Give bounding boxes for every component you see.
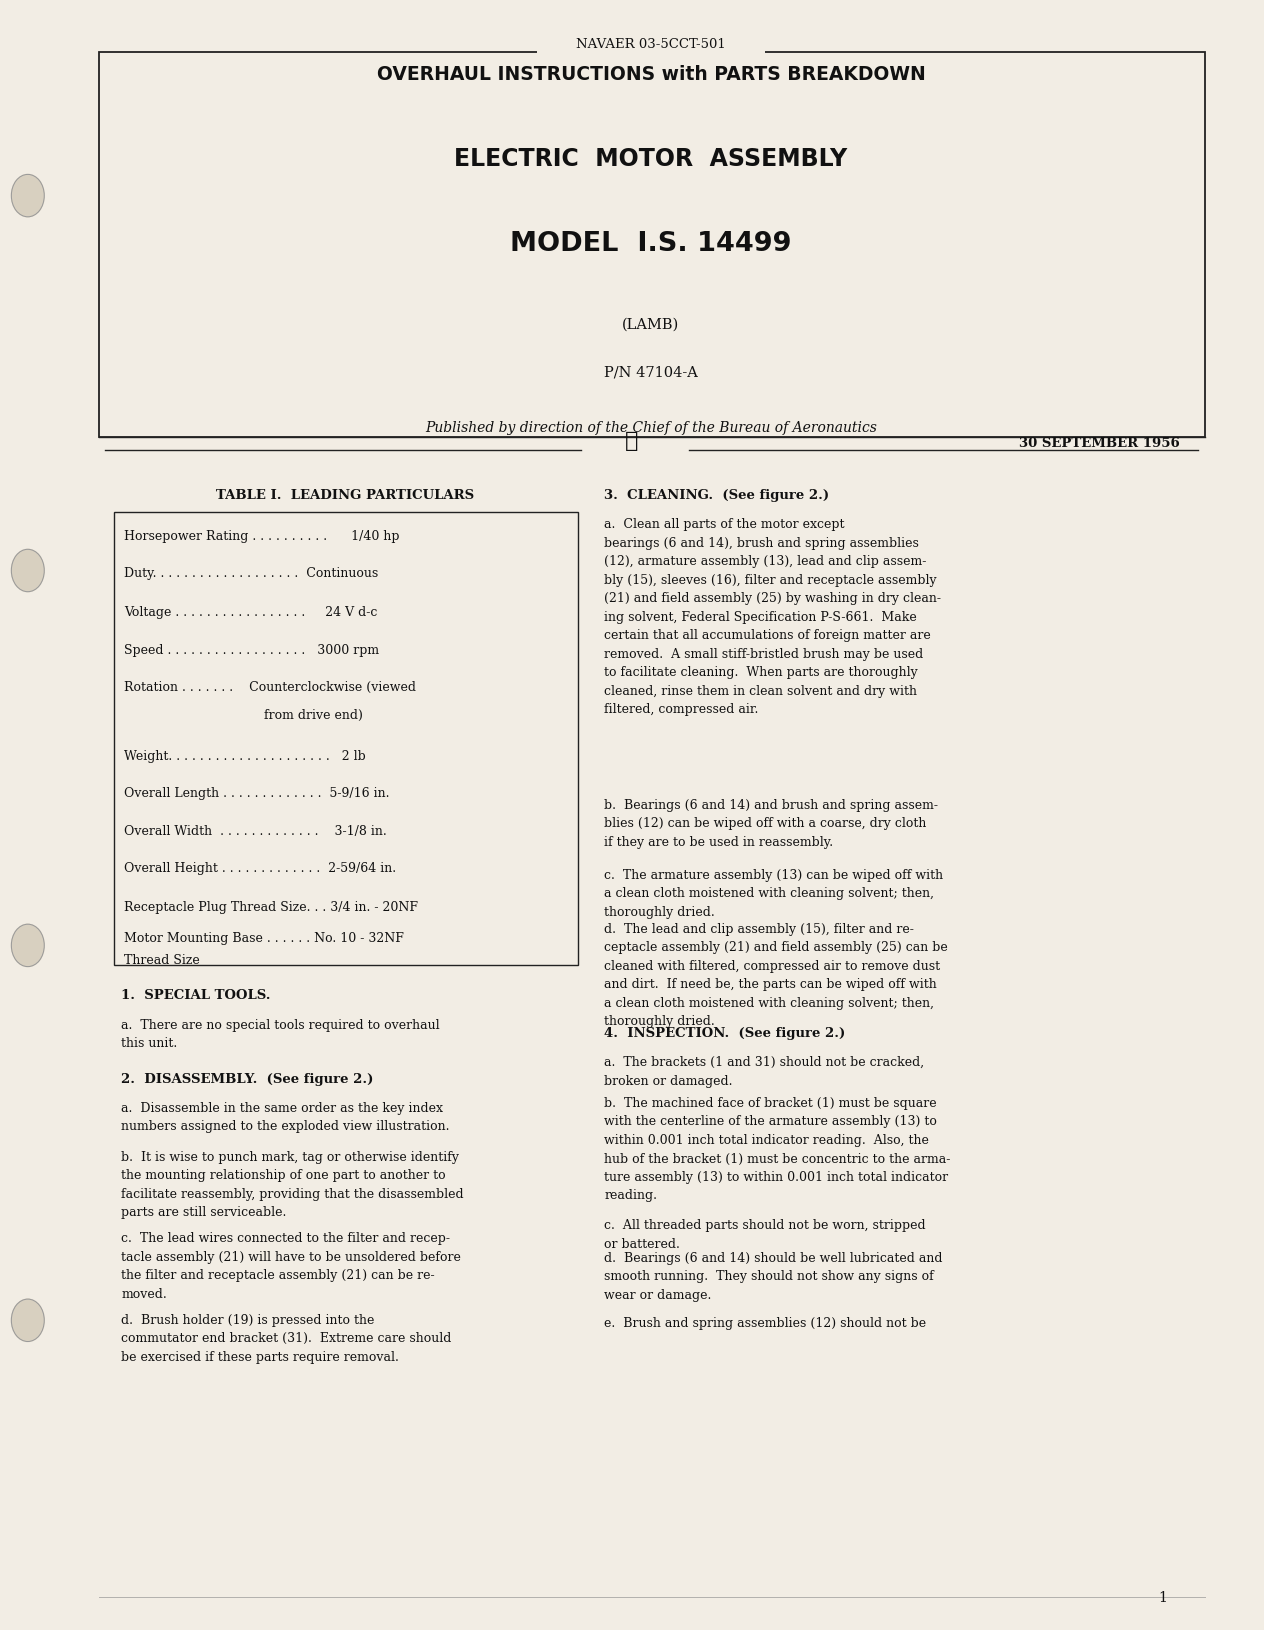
Circle shape xyxy=(11,549,44,592)
Text: from drive end): from drive end) xyxy=(124,709,363,722)
Text: b.  The machined face of bracket (1) must be square
with the centerline of the a: b. The machined face of bracket (1) must… xyxy=(604,1097,951,1203)
Text: Published by direction of the Chief of the Bureau of Aeronautics: Published by direction of the Chief of t… xyxy=(425,421,877,435)
Text: NAVAER 03-5CCT-501: NAVAER 03-5CCT-501 xyxy=(576,37,726,51)
Text: e.  Brush and spring assemblies (12) should not be: e. Brush and spring assemblies (12) shou… xyxy=(604,1317,927,1330)
Text: Receptacle Plug Thread Size. . . 3/4 in. - 20NF: Receptacle Plug Thread Size. . . 3/4 in.… xyxy=(124,901,418,914)
Text: Motor Mounting Base . . . . . . No. 10 - 32NF: Motor Mounting Base . . . . . . No. 10 -… xyxy=(124,932,403,945)
Text: Voltage . . . . . . . . . . . . . . . . .     24 V d-c: Voltage . . . . . . . . . . . . . . . . … xyxy=(124,606,377,619)
Text: Weight. . . . . . . . . . . . . . . . . . . . .   2 lb: Weight. . . . . . . . . . . . . . . . . … xyxy=(124,750,365,763)
Text: a.  There are no special tools required to overhaul
this unit.: a. There are no special tools required t… xyxy=(121,1019,440,1050)
Text: c.  The lead wires connected to the filter and recep-
tacle assembly (21) will h: c. The lead wires connected to the filte… xyxy=(121,1232,461,1301)
Text: c.  The armature assembly (13) can be wiped off with
a clean cloth moistened wit: c. The armature assembly (13) can be wip… xyxy=(604,869,943,919)
Bar xyxy=(114,512,578,965)
Circle shape xyxy=(11,1299,44,1341)
Text: d.  The lead and clip assembly (15), filter and re-
ceptacle assembly (21) and f: d. The lead and clip assembly (15), filt… xyxy=(604,923,948,1029)
Text: Horsepower Rating . . . . . . . . . .      1/40 hp: Horsepower Rating . . . . . . . . . . 1/… xyxy=(124,530,399,543)
Text: a.  Clean all parts of the motor except
bearings (6 and 14), brush and spring as: a. Clean all parts of the motor except b… xyxy=(604,518,942,716)
Text: Overall Width  . . . . . . . . . . . . .    3-1/8 in.: Overall Width . . . . . . . . . . . . . … xyxy=(124,825,387,838)
Text: OVERHAUL INSTRUCTIONS with PARTS BREAKDOWN: OVERHAUL INSTRUCTIONS with PARTS BREAKDO… xyxy=(377,65,925,85)
Text: a.  The brackets (1 and 31) should not be cracked,
broken or damaged.: a. The brackets (1 and 31) should not be… xyxy=(604,1056,924,1087)
Text: 1.  SPECIAL TOOLS.: 1. SPECIAL TOOLS. xyxy=(121,989,270,1002)
Text: 4.  INSPECTION.  (See figure 2.): 4. INSPECTION. (See figure 2.) xyxy=(604,1027,846,1040)
Text: TABLE I.  LEADING PARTICULARS: TABLE I. LEADING PARTICULARS xyxy=(216,489,474,502)
Bar xyxy=(99,52,1205,437)
Text: 3.  CLEANING.  (See figure 2.): 3. CLEANING. (See figure 2.) xyxy=(604,489,829,502)
Text: c.  All threaded parts should not be worn, stripped
or battered.: c. All threaded parts should not be worn… xyxy=(604,1219,925,1250)
Text: (LAMB): (LAMB) xyxy=(622,318,680,333)
Text: b.  It is wise to punch mark, tag or otherwise identify
the mounting relationshi: b. It is wise to punch mark, tag or othe… xyxy=(121,1151,464,1219)
Text: ★: ★ xyxy=(626,430,638,452)
Text: 1: 1 xyxy=(1158,1591,1168,1606)
Text: d.  Brush holder (19) is pressed into the
commutator end bracket (31).  Extreme : d. Brush holder (19) is pressed into the… xyxy=(121,1314,451,1364)
Text: 2.  DISASSEMBLY.  (See figure 2.): 2. DISASSEMBLY. (See figure 2.) xyxy=(121,1073,374,1086)
Text: a.  Disassemble in the same order as the key index
numbers assigned to the explo: a. Disassemble in the same order as the … xyxy=(121,1102,450,1133)
Circle shape xyxy=(11,174,44,217)
Text: Thread Size: Thread Size xyxy=(124,954,200,967)
Text: Overall Height . . . . . . . . . . . . .  2-59/64 in.: Overall Height . . . . . . . . . . . . .… xyxy=(124,862,396,875)
Circle shape xyxy=(11,924,44,967)
Text: d.  Bearings (6 and 14) should be well lubricated and
smooth running.  They shou: d. Bearings (6 and 14) should be well lu… xyxy=(604,1252,943,1302)
Text: Overall Length . . . . . . . . . . . . .  5-9/16 in.: Overall Length . . . . . . . . . . . . .… xyxy=(124,787,389,800)
Text: Rotation . . . . . . .    Counterclockwise (viewed: Rotation . . . . . . . Counterclockwise … xyxy=(124,681,416,694)
Text: b.  Bearings (6 and 14) and brush and spring assem-
blies (12) can be wiped off : b. Bearings (6 and 14) and brush and spr… xyxy=(604,799,938,849)
Text: ELECTRIC  MOTOR  ASSEMBLY: ELECTRIC MOTOR ASSEMBLY xyxy=(454,147,848,171)
Text: 30 SEPTEMBER 1956: 30 SEPTEMBER 1956 xyxy=(1019,437,1181,450)
Text: Speed . . . . . . . . . . . . . . . . . .   3000 rpm: Speed . . . . . . . . . . . . . . . . . … xyxy=(124,644,379,657)
Text: Duty. . . . . . . . . . . . . . . . . . .  Continuous: Duty. . . . . . . . . . . . . . . . . . … xyxy=(124,567,378,580)
Text: MODEL  I.S. 14499: MODEL I.S. 14499 xyxy=(511,231,791,258)
Text: P/N 47104-A: P/N 47104-A xyxy=(604,365,698,380)
